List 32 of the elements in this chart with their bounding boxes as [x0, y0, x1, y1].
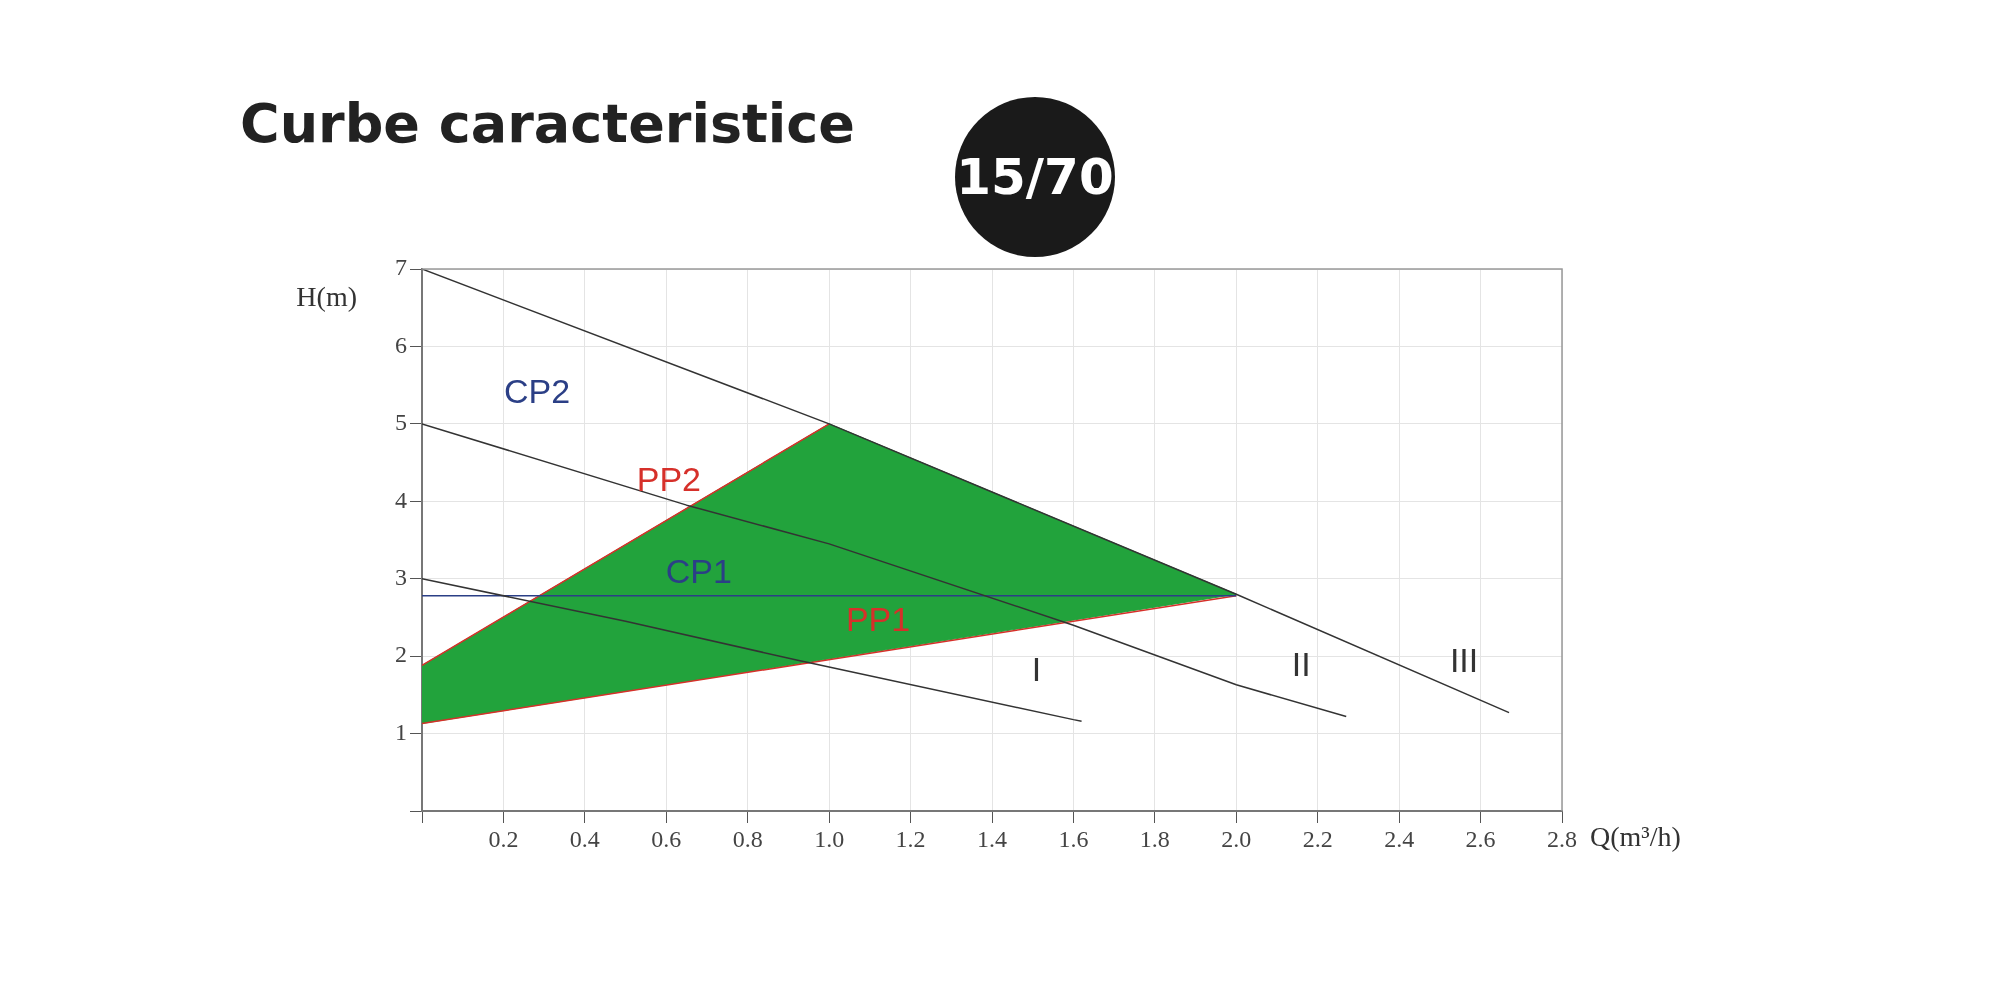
x-tick-label: 0.8 — [732, 825, 763, 852]
series-label: III — [1449, 641, 1479, 680]
annotation: CP2 — [503, 372, 571, 411]
x-tick-label: 1.6 — [1058, 825, 1089, 852]
x-tick-label: 1.0 — [814, 825, 845, 852]
x-tick-label: 2.6 — [1465, 825, 1496, 852]
series-label: PP2 — [636, 459, 701, 498]
series-label: CP1 — [665, 552, 732, 591]
y-tick-label: 2 — [395, 641, 407, 668]
x-tick-label: 2.8 — [1547, 825, 1577, 852]
y-axis-title: H(m) — [296, 281, 357, 313]
chart-title: Curbe caracteristice — [240, 92, 855, 155]
circle-badge: 15/70 — [955, 97, 1115, 257]
y-tick-label: 5 — [395, 409, 407, 436]
x-tick-label: 1.8 — [1139, 825, 1170, 852]
x-tick-label: 0.2 — [488, 825, 519, 852]
x-tick-label: 2.2 — [1302, 825, 1333, 852]
x-tick-label: 0.4 — [569, 825, 600, 852]
y-tick-label: 3 — [395, 564, 407, 591]
y-tick-label: 4 — [395, 486, 407, 513]
x-tick-label: 0.6 — [651, 825, 682, 852]
x-tick-label: 1.2 — [895, 825, 926, 852]
series-label: PP1 — [845, 600, 911, 639]
x-axis-title: Q(m³/h) — [1590, 821, 1681, 853]
x-tick-label: 2.0 — [1221, 825, 1252, 852]
series-label: I — [1031, 649, 1042, 688]
y-tick-label: 7 — [395, 254, 407, 281]
x-tick-label: 1.4 — [977, 825, 1007, 852]
y-tick-label: 1 — [395, 718, 407, 745]
x-tick-label: 2.4 — [1384, 825, 1415, 852]
series-label: II — [1291, 644, 1311, 683]
y-tick-label: 6 — [395, 331, 407, 358]
